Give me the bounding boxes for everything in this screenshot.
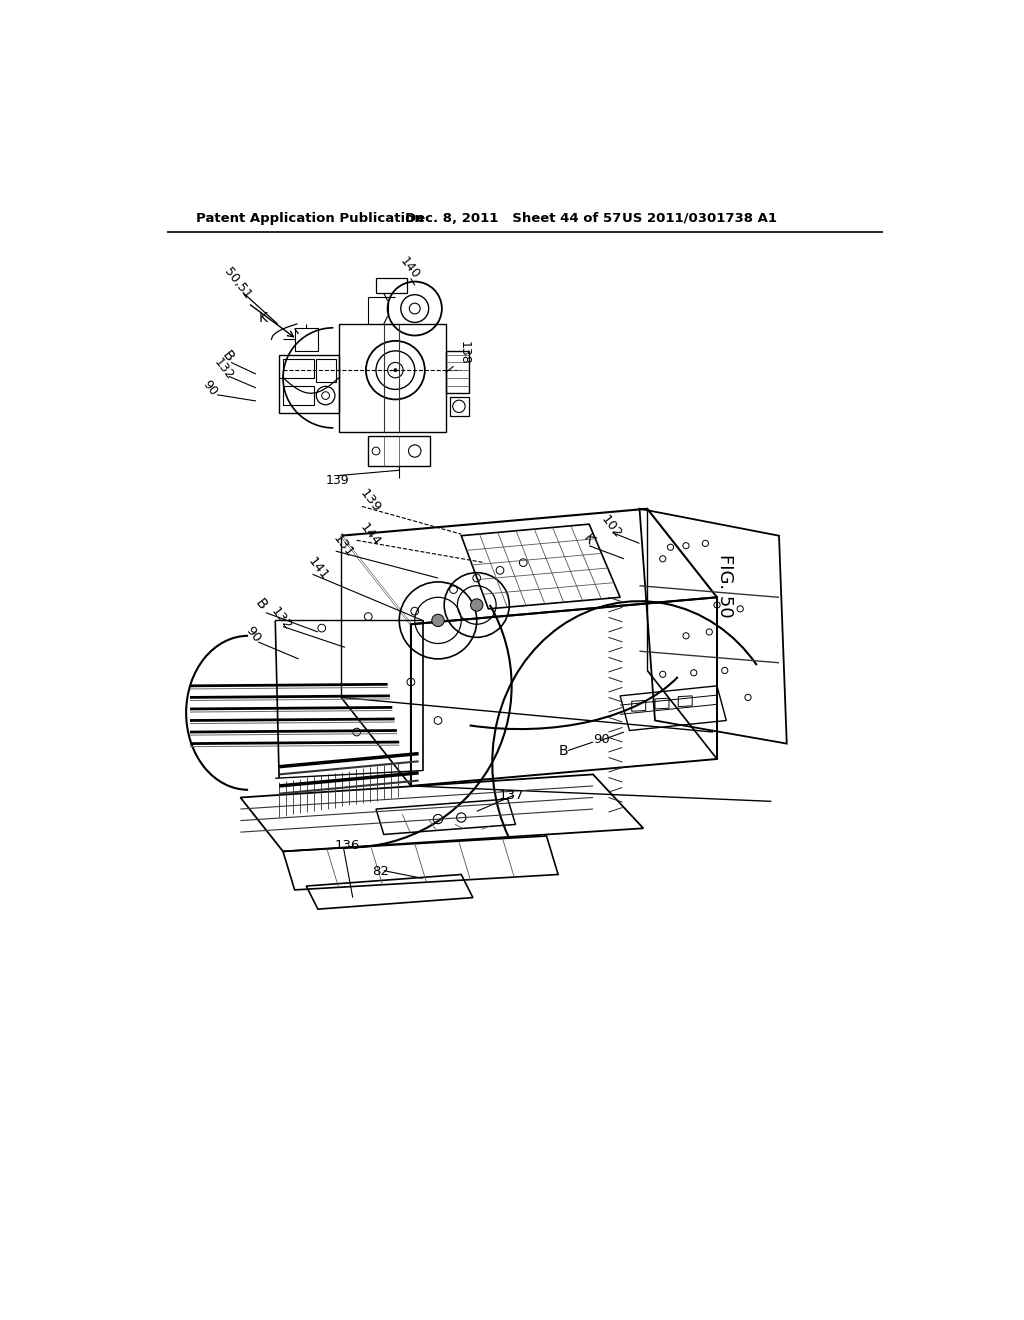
Text: 137: 137: [499, 789, 524, 803]
Text: 136: 136: [334, 838, 359, 851]
Text: 90: 90: [200, 378, 220, 399]
Text: K: K: [258, 310, 267, 325]
Text: 132: 132: [268, 605, 294, 632]
Circle shape: [394, 368, 397, 372]
Text: 139: 139: [326, 474, 349, 487]
Circle shape: [471, 599, 483, 611]
Text: 139: 139: [357, 487, 383, 515]
Circle shape: [432, 614, 444, 627]
Text: Patent Application Publication: Patent Application Publication: [197, 213, 424, 224]
Text: B: B: [559, 743, 568, 758]
Text: 102: 102: [598, 513, 625, 541]
Text: B: B: [252, 597, 269, 612]
Text: K: K: [581, 532, 597, 548]
Text: 132: 132: [211, 356, 236, 383]
Text: 144: 144: [357, 521, 383, 549]
Text: 90: 90: [593, 733, 609, 746]
Text: B: B: [219, 348, 237, 364]
Text: 82: 82: [372, 865, 389, 878]
Text: 90: 90: [243, 623, 263, 645]
Text: 140: 140: [397, 255, 423, 282]
Text: 138: 138: [458, 341, 470, 364]
Text: 50,51: 50,51: [221, 265, 253, 301]
Text: 131: 131: [331, 532, 356, 560]
Text: FIG. 50: FIG. 50: [716, 554, 734, 618]
Text: US 2011/0301738 A1: US 2011/0301738 A1: [623, 213, 777, 224]
Text: Dec. 8, 2011   Sheet 44 of 57: Dec. 8, 2011 Sheet 44 of 57: [406, 213, 622, 224]
Text: 141: 141: [305, 554, 331, 583]
